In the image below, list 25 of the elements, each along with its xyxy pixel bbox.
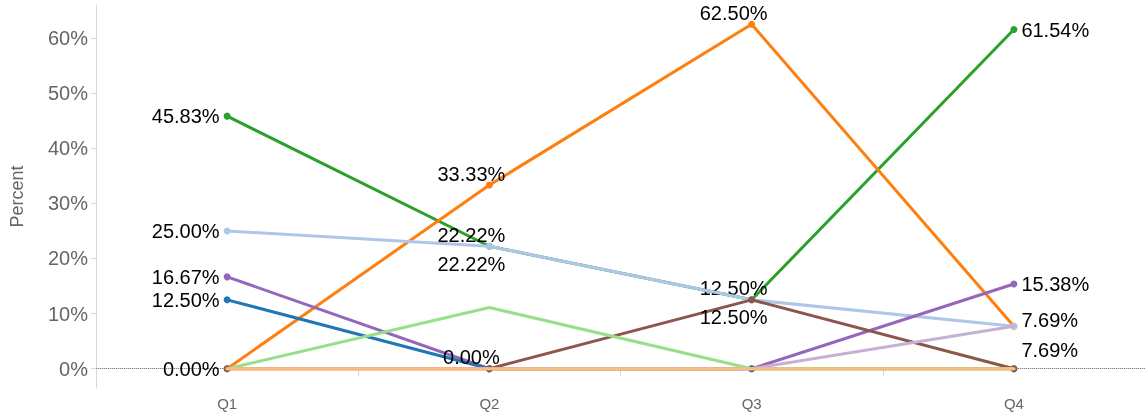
y-tick-label: 20% [47,247,89,270]
y-tick-label: 30% [47,192,89,215]
data-label: 16.67% [151,265,220,288]
y-tick-label: 10% [47,302,89,325]
y-tick-label: 60% [47,27,89,50]
data-label: 62.50% [699,1,768,24]
data-label: 12.50% [699,306,768,329]
data-label: 7.69% [1021,339,1079,362]
data-label: 61.54% [1021,18,1090,41]
x-tick-label: Q4 [1003,395,1024,412]
data-label: 45.83% [151,105,220,128]
x-tick-label: Q3 [741,395,762,412]
y-axis-title: Percent [7,165,27,228]
y-tick-label: 50% [47,82,89,105]
data-label: 22.22% [437,252,506,275]
data-label: 33.33% [437,162,506,185]
data-label: 25.00% [151,219,220,242]
y-tick-label: 0% [59,357,89,380]
y-tick-label: 40% [47,137,89,160]
x-tick-label: Q1 [217,395,238,412]
data-label: 12.50% [151,288,220,311]
data-label: 7.69% [1021,309,1079,332]
x-tick-label: Q2 [479,395,500,412]
data-label: 0.00% [162,357,220,380]
data-label: 15.38% [1021,272,1090,295]
